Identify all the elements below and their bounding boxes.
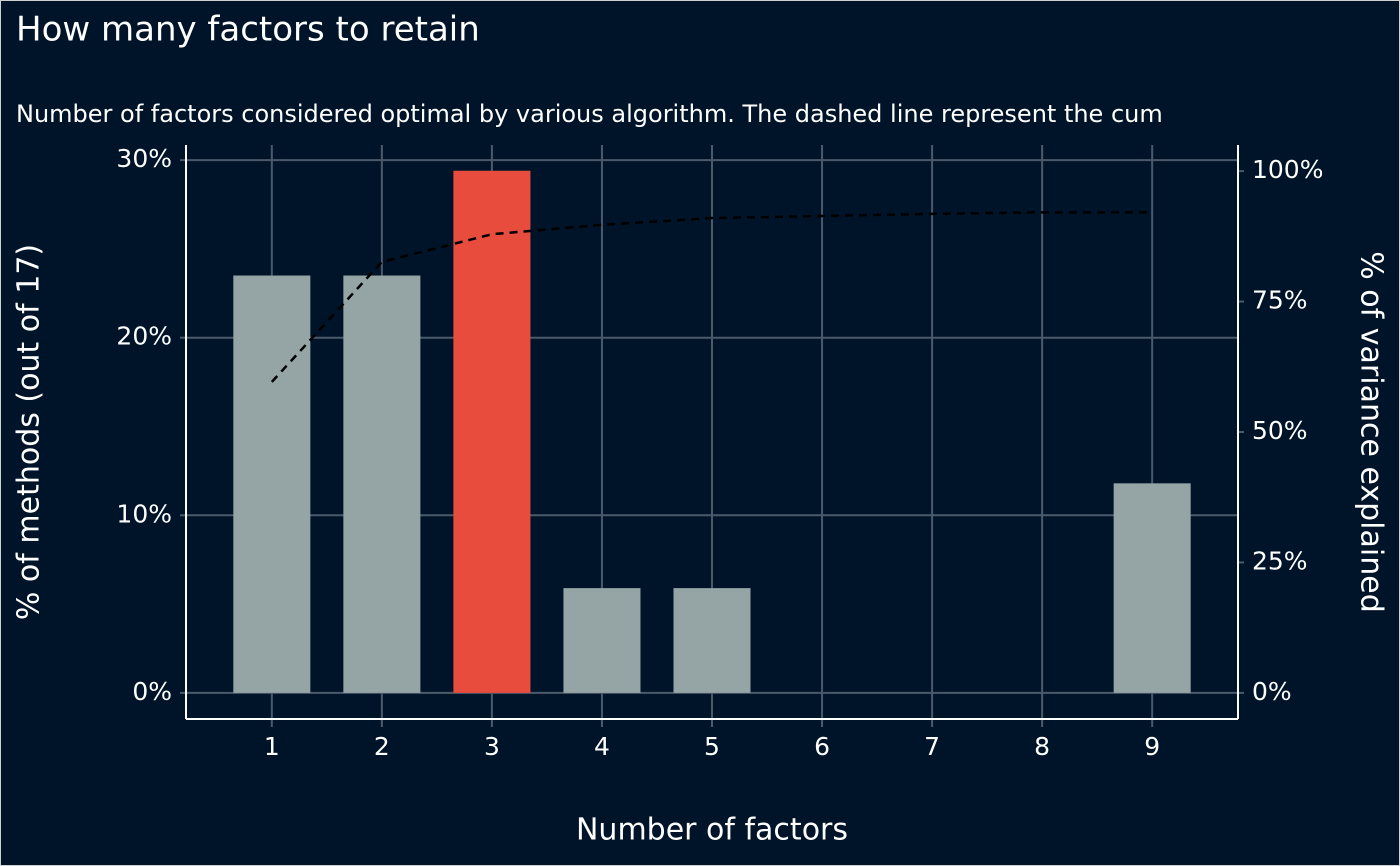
x-axis-title: Number of factors bbox=[576, 813, 848, 848]
bar bbox=[343, 275, 421, 693]
bar bbox=[453, 170, 531, 693]
y-tick-label: 30% bbox=[116, 144, 172, 173]
y-axis-title: % of methods (out of 17) bbox=[12, 244, 47, 620]
x-tick-label: 5 bbox=[704, 732, 720, 761]
bar bbox=[673, 588, 751, 693]
x-tick-label: 1 bbox=[264, 732, 280, 761]
x-tick-label: 9 bbox=[1144, 732, 1160, 761]
line bbox=[270, 211, 1153, 383]
chart-title: How many factors to retain bbox=[16, 10, 480, 50]
bar bbox=[563, 588, 641, 693]
y2-tick-label: 25% bbox=[1252, 546, 1308, 575]
bar bbox=[233, 275, 311, 693]
chart-subtitle: Number of factors considered optimal by … bbox=[16, 100, 1163, 128]
y2-tick-label: 50% bbox=[1252, 416, 1308, 445]
y-tick-label: 10% bbox=[116, 499, 172, 528]
y-tick-label: 20% bbox=[116, 322, 172, 351]
y2-tick-label: 0% bbox=[1252, 677, 1292, 706]
y2-axis-title: % of variance explained bbox=[1354, 251, 1389, 612]
y-tick-label: 0% bbox=[132, 677, 172, 706]
y2-tick-label: 100% bbox=[1252, 155, 1323, 184]
x-tick-label: 3 bbox=[484, 732, 500, 761]
x-tick-label: 7 bbox=[924, 732, 940, 761]
x-tick-label: 8 bbox=[1034, 732, 1050, 761]
x-tick-label: 4 bbox=[594, 732, 610, 761]
x-tick-label: 6 bbox=[814, 732, 830, 761]
x-tick-label: 2 bbox=[374, 732, 390, 761]
y2-tick-label: 75% bbox=[1252, 286, 1308, 315]
bar bbox=[1113, 483, 1191, 693]
